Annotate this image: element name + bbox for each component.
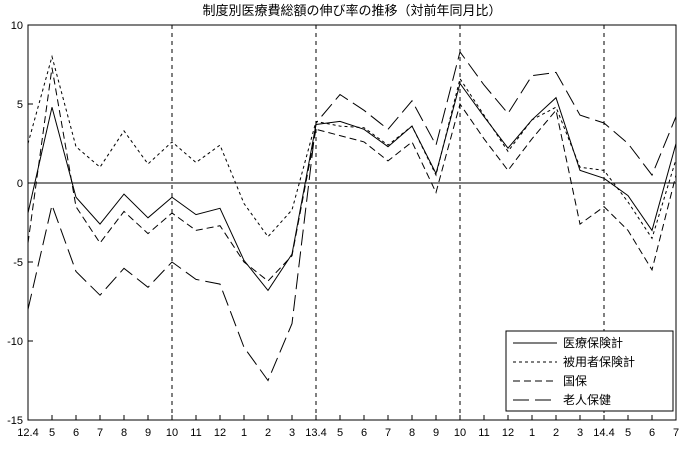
chart-title: 制度別医療費総額の伸び率の推移（対前年同月比） [202,3,501,18]
x-axis-tick-label: 14.4 [593,427,614,439]
x-axis-tick-label: 7 [97,427,103,439]
y-axis-tick-label: -5 [13,257,23,269]
x-axis-tick-label: 9 [145,427,151,439]
legend-label: 老人保健 [563,393,611,407]
series-line [27,82,677,292]
x-axis-tick-label: 12 [502,427,514,439]
x-axis-tick-label: 8 [409,427,415,439]
x-axis-tick-label: 11 [190,427,201,439]
legend-box [505,330,674,412]
x-axis-tick-label: 3 [577,427,583,439]
x-axis-tick-label: 7 [385,427,391,439]
y-axis-tick-label: 0 [17,178,23,190]
x-axis-tick-label: 6 [73,427,79,439]
x-axis-tick-label: 10 [454,427,466,439]
y-axis-tick-label: 5 [17,99,23,111]
legend: 医療保険計 被用者保険計 国保 老人保健 [505,330,674,412]
series-line [27,67,677,282]
x-axis-tick-label: 5 [49,427,55,439]
legend-label: 被用者保険計 [563,354,635,369]
x-axis-tick-label: 10 [166,427,178,439]
series-line [27,54,677,240]
x-axis-tick-label: 12.4 [17,427,38,439]
x-axis-tick-label: 6 [649,427,655,439]
legend-label: 医療保険計 [563,335,623,350]
x-axis-tick-label: 3 [289,427,295,439]
y-axis-tick-label: -15 [7,415,23,427]
y-axis-tick-label: 10 [11,20,23,32]
x-axis-tick-label: 1 [529,427,535,439]
x-axis-tick-label: 11 [478,427,489,439]
x-axis-tick-label: 5 [625,427,631,439]
series-lines [27,50,677,382]
x-axis-tick-label: 8 [121,427,127,439]
legend-label: 国保 [563,374,587,388]
y-axis-tick-label: -10 [7,336,23,348]
x-axis-tick-label: 2 [553,427,559,439]
x-axis-tick-label: 9 [433,427,439,439]
x-axis-tick-label: 2 [265,427,271,439]
x-axis-tick-label: 5 [337,427,343,439]
series-line [27,50,677,382]
x-axis-tick-label: 1 [241,427,247,439]
x-axis-tick-label: 7 [673,427,679,439]
x-axis-tick-label: 12 [214,427,226,439]
x-axis-tick-label: 13.4 [305,427,326,439]
x-axis-tick-label: 6 [361,427,367,439]
plot-border [27,24,677,421]
